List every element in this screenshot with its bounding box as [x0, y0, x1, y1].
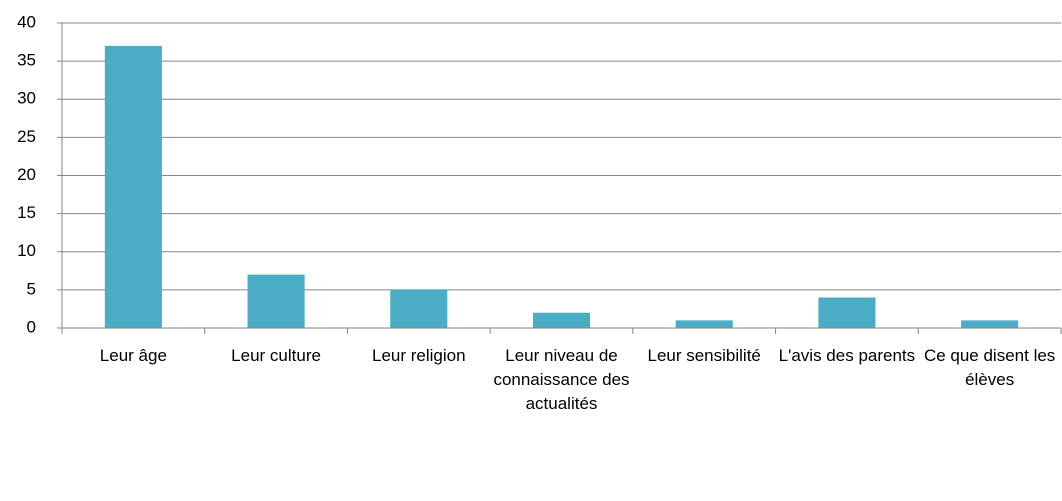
y-tick-label: 15	[17, 203, 36, 222]
y-tick-label: 5	[27, 279, 36, 298]
x-tick-label: Leur sensibilité	[647, 346, 761, 365]
bar	[961, 320, 1019, 328]
y-tick-label: 40	[17, 12, 36, 31]
x-tick-label: L'avis des parents	[778, 346, 916, 365]
y-tick-label: 25	[17, 127, 36, 146]
bar	[818, 297, 876, 328]
x-tick-label: Leur culture	[231, 346, 321, 365]
x-tick-label: Leur religion	[371, 346, 466, 365]
x-tick-label: Leur âge	[99, 346, 167, 365]
x-tick-label: Leur niveau de connaissance des actualit…	[493, 346, 630, 413]
y-tick-label: 35	[17, 51, 36, 70]
bar	[104, 45, 162, 328]
y-tick-label: 0	[27, 317, 36, 336]
bar	[675, 320, 733, 328]
y-tick-label: 10	[17, 241, 36, 260]
y-tick-label: 20	[17, 165, 36, 184]
bar	[390, 289, 448, 328]
bar	[532, 312, 591, 328]
y-tick-label: 30	[17, 89, 36, 108]
x-tick-label: Ce que disent les élèves	[923, 346, 1056, 389]
bar	[247, 274, 305, 328]
